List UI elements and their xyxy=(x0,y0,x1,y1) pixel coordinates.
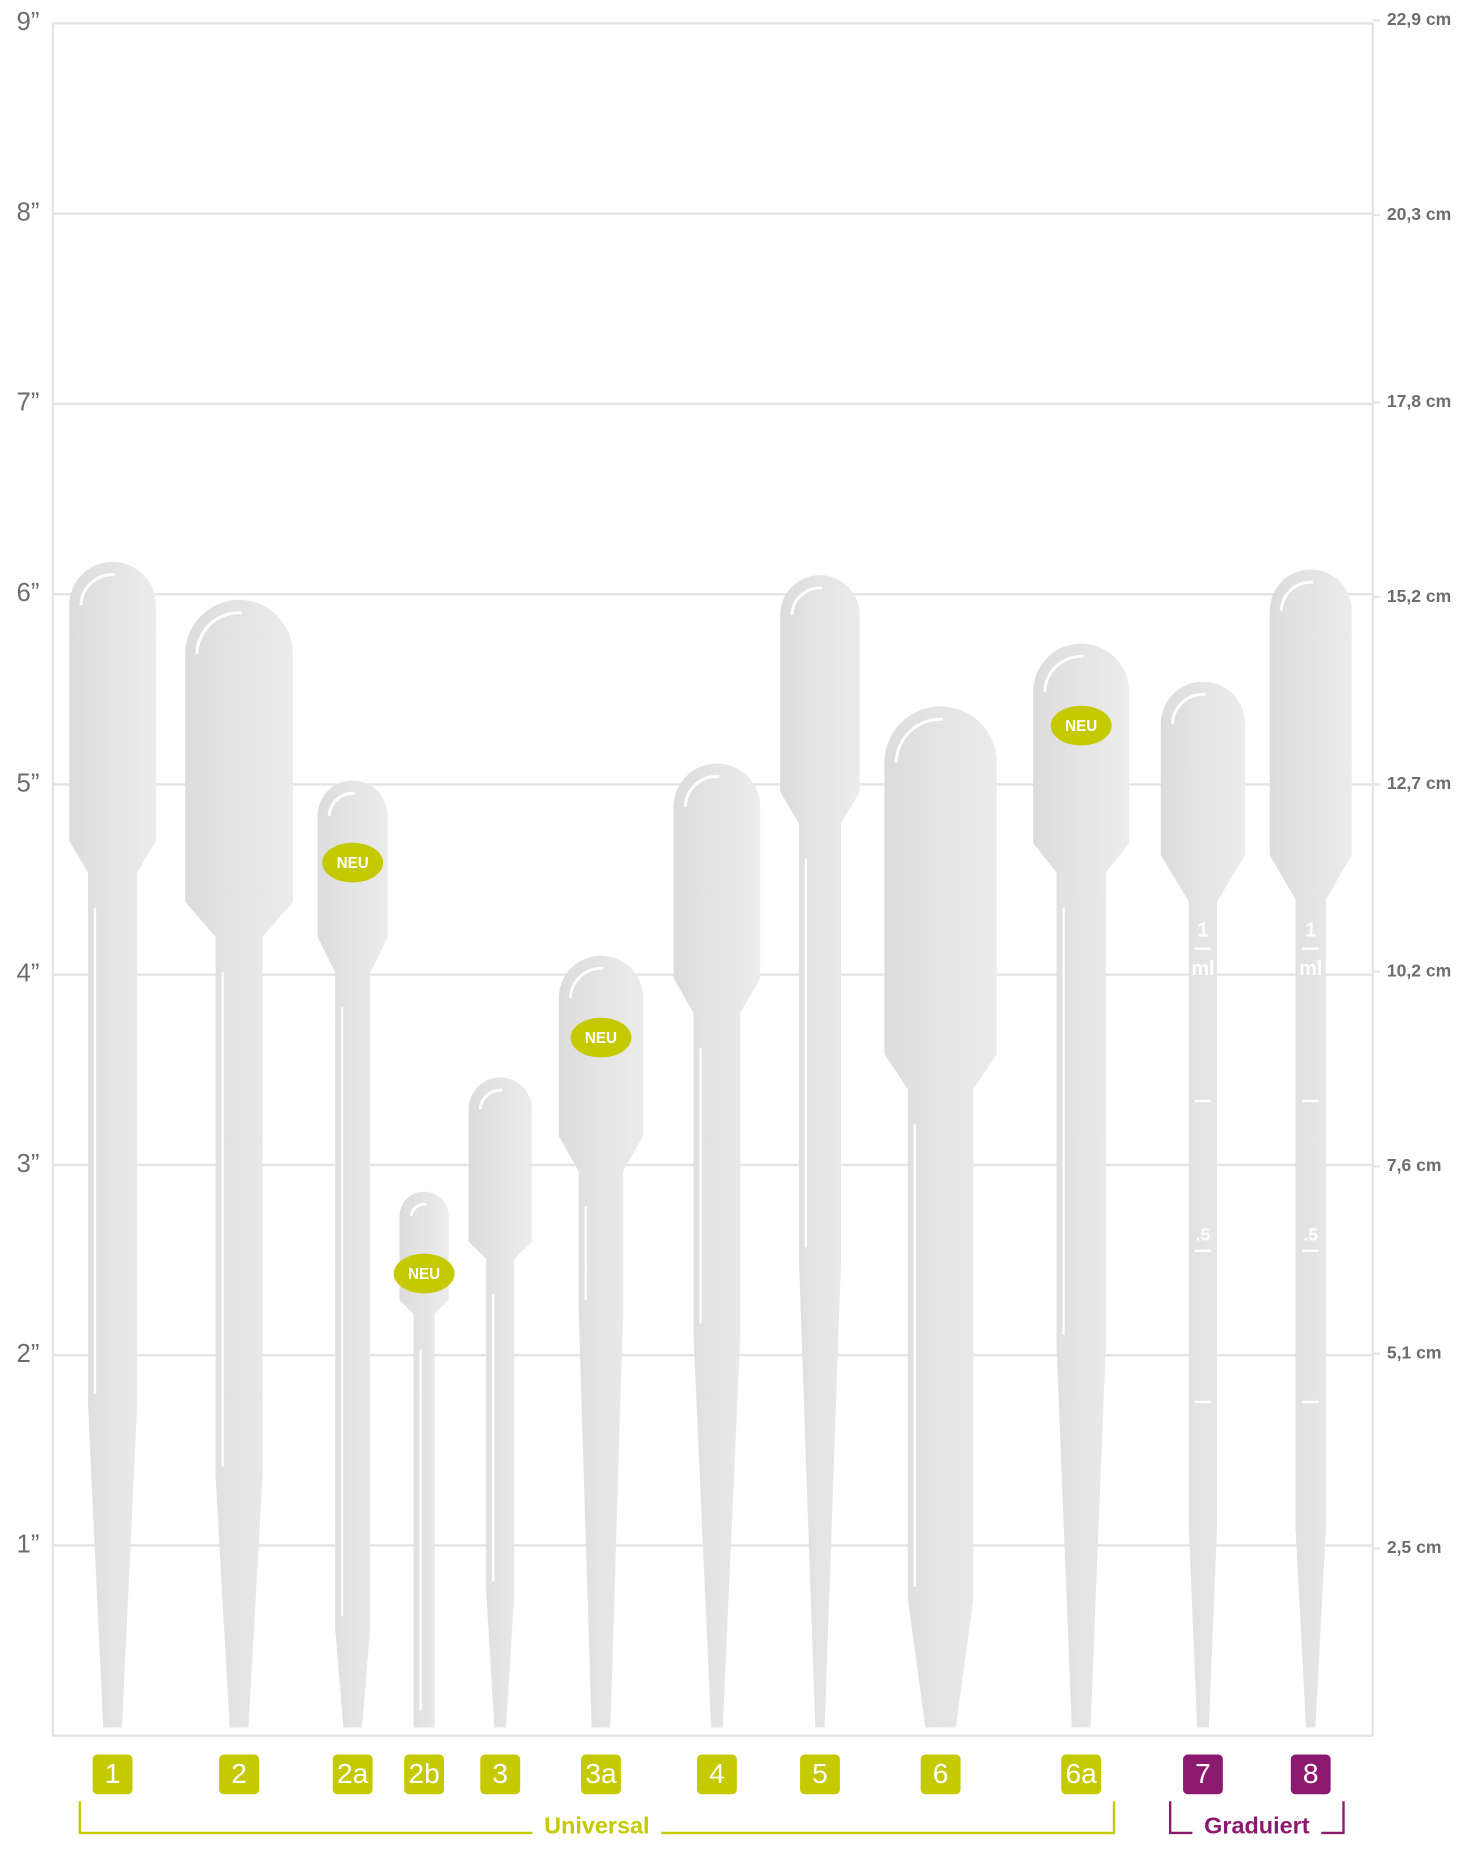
group-label: Universal xyxy=(544,1812,649,1838)
label-box xyxy=(332,1754,373,1795)
badge-label: NEU xyxy=(337,855,369,872)
y-tick-label: 6” xyxy=(17,579,40,607)
badge xyxy=(322,842,384,883)
group-bracket xyxy=(78,1801,1116,1835)
category-label: 6a xyxy=(1066,1758,1098,1789)
y2-tick-label: 17,8 cm xyxy=(1387,391,1451,411)
category-label: 8 xyxy=(1303,1758,1319,1789)
category-label: 4 xyxy=(709,1758,725,1789)
category-label: 1 xyxy=(105,1758,121,1789)
pipette xyxy=(884,706,997,1728)
label-box xyxy=(404,1754,445,1795)
y-tick-label: 1” xyxy=(17,1530,40,1558)
label-box xyxy=(1183,1754,1223,1795)
badge-label: NEU xyxy=(1065,718,1097,735)
scale-label: 1 xyxy=(1305,919,1316,941)
group-label: Graduiert xyxy=(1204,1812,1310,1838)
pipette xyxy=(185,599,293,1728)
pipette xyxy=(69,561,156,1728)
y-tick-label: 3” xyxy=(17,1150,40,1178)
label-box xyxy=(1061,1754,1102,1795)
group-bracket xyxy=(1168,1801,1345,1835)
badge xyxy=(1050,705,1112,746)
highlight xyxy=(790,586,823,616)
highlight xyxy=(1279,580,1314,611)
label-box xyxy=(697,1754,737,1795)
y-tick-label: 2” xyxy=(17,1340,40,1368)
category-label: 6 xyxy=(933,1758,949,1789)
highlight xyxy=(683,774,720,807)
pipette xyxy=(1269,569,1352,1728)
y-tick-label: 5” xyxy=(17,769,40,797)
highlight xyxy=(894,717,944,763)
pipette xyxy=(399,1191,449,1728)
pipette xyxy=(317,780,388,1728)
highlight xyxy=(195,611,242,654)
y-tick-label: 4” xyxy=(17,960,40,988)
pipette xyxy=(780,575,860,1728)
category-label: 5 xyxy=(812,1758,828,1789)
badge-label: NEU xyxy=(408,1266,440,1283)
highlight xyxy=(1043,655,1084,692)
pipette xyxy=(558,955,644,1728)
highlight xyxy=(478,1088,503,1110)
y2-tick-label: 10,2 cm xyxy=(1387,960,1451,980)
category-label: 2a xyxy=(337,1758,369,1789)
label-box xyxy=(480,1754,521,1795)
pipette xyxy=(673,763,761,1728)
pipette xyxy=(1033,643,1130,1728)
label-box xyxy=(1290,1754,1331,1795)
label-box xyxy=(219,1754,259,1795)
highlight xyxy=(327,791,356,816)
highlight xyxy=(1171,693,1206,724)
y2-tick-label: 2,5 cm xyxy=(1387,1537,1442,1557)
y2-tick-label: 20,3 cm xyxy=(1387,204,1451,224)
y-tick-label: 8” xyxy=(17,198,40,226)
scale-label: .5 xyxy=(1196,1224,1211,1244)
y-tick-label: 9” xyxy=(17,8,40,36)
scale-label: 1 xyxy=(1197,919,1208,941)
scale-unit: ml xyxy=(1299,958,1322,980)
badge-label: NEU xyxy=(585,1030,617,1047)
category-label: 3a xyxy=(585,1758,617,1789)
y-tick-label: 7” xyxy=(17,389,40,417)
badge xyxy=(570,1017,632,1058)
badge xyxy=(393,1253,455,1294)
y2-tick-label: 15,2 cm xyxy=(1387,586,1451,606)
scale-unit: ml xyxy=(1191,958,1214,980)
y2-tick-label: 12,7 cm xyxy=(1387,773,1451,793)
scale-label: .5 xyxy=(1303,1224,1318,1244)
label-box xyxy=(800,1754,840,1795)
pipette xyxy=(1160,681,1246,1728)
category-label: 7 xyxy=(1195,1758,1211,1789)
label-box xyxy=(920,1754,961,1795)
pipette xyxy=(468,1077,532,1728)
y2-tick-label: 22,9 cm xyxy=(1387,9,1451,29)
category-label: 2 xyxy=(231,1758,247,1789)
category-label: 3 xyxy=(492,1758,508,1789)
highlight xyxy=(409,1202,427,1217)
highlight xyxy=(569,967,604,998)
label-box xyxy=(581,1754,621,1795)
category-label: 2b xyxy=(408,1758,439,1789)
label-box xyxy=(92,1754,133,1795)
y2-tick-label: 7,6 cm xyxy=(1387,1155,1442,1175)
highlight xyxy=(79,573,116,606)
y2-tick-label: 5,1 cm xyxy=(1387,1342,1442,1362)
